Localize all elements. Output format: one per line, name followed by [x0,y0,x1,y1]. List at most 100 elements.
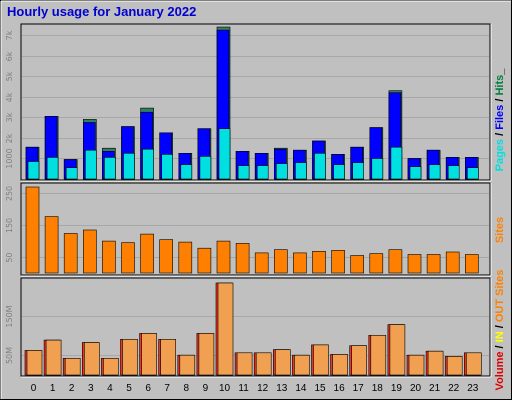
xtick-label: 8 [184,383,190,394]
yticks-volume: 50M 150M [5,305,14,364]
bar-out [103,357,119,376]
bar-out [370,334,387,376]
xtick-label: 13 [276,383,288,394]
bar-out [351,345,368,376]
xtick-label: 16 [334,383,346,394]
xtick-label: 4 [107,383,113,394]
panel-volume: 50M 150M [5,277,492,378]
bar-pages [161,154,173,180]
bar-sites [102,240,116,274]
bar-out [26,350,43,376]
bar-out [294,354,310,376]
bar-sites [293,252,307,274]
bar-sites [63,233,78,274]
bar-out [236,352,253,376]
chart-title: Hourly usage for January 2022 [7,4,196,19]
bar-sites [464,254,479,274]
legend-entry: Sites [494,270,506,296]
bar-out [313,344,329,376]
bar-out [198,333,215,376]
bar-pages [142,148,154,180]
ytick-label: 2k [5,133,14,143]
bar-pages [428,164,441,180]
ytick-label: 50 [5,252,14,262]
bar-sites [350,255,365,274]
bar-pages [180,164,193,180]
bar-out [217,282,234,376]
bars-sites [25,186,479,274]
legend-entry: Sites [494,217,506,243]
bar-out [160,338,176,376]
xtick-label: 9 [203,383,209,394]
bar-pages [85,149,97,180]
bar-pages [275,163,288,180]
xtick-label: 19 [391,383,403,394]
xtick-label: 22 [448,383,460,394]
bar-sites [25,186,40,274]
bar-out [64,357,81,376]
bar-pages [65,167,78,180]
legend-sites: Sites [494,217,506,243]
bar-pages [390,146,403,180]
legend-requests: Pages / Files / Hits_ [494,68,506,172]
bar-out [389,324,406,376]
bar-pages [466,167,479,180]
bar-out [122,338,138,376]
bar-pages [409,166,422,180]
bar-sites [388,249,403,274]
bar-out [84,342,100,376]
bar-sites [369,253,384,274]
bar-out [45,339,62,376]
bar-sites [235,243,250,274]
legend-entry: / [494,96,506,105]
bar-pages [199,156,212,180]
xtick-label: 18 [372,383,384,394]
bar-out [446,356,463,376]
bar-sites [407,254,422,274]
yticks-requests: 1000 2k 3k 4k 5k 6k 7k [5,30,14,168]
bar-pages [352,162,365,180]
xtick-label: 11 [238,383,249,394]
bar-sites [159,239,173,274]
ytick-label: 4k [5,92,14,102]
bar-sites [445,251,460,274]
legend-volume: Volume / IN / OUT Sites [494,270,506,391]
bar-sites [426,254,441,274]
legend-entry: IN [494,331,506,342]
bar-sites [273,249,288,274]
bar-out [274,349,291,376]
bar-out [408,354,425,376]
panel-requests: 1000 2k 3k 4k 5k 6k 7k [5,23,492,182]
legend-entry: / [494,342,506,351]
xtick-label: 21 [429,383,441,394]
xtick-label: 17 [353,383,365,394]
bar-out [465,352,482,376]
ytick-label: 250 [5,186,14,201]
bar-sites [254,252,269,274]
ytick-label: 6k [5,51,14,61]
bar-pages [314,153,326,180]
ytick-label: 150M [5,305,14,327]
xtick-label: 10 [219,383,231,394]
bar-pages [371,158,384,180]
bar-out [179,354,196,376]
legend-entry: Files [494,105,506,130]
legend-entry: _ [494,68,506,76]
bar-out [427,350,444,376]
ytick-label: 7k [5,30,14,40]
legend-entry: Pages [494,139,506,171]
bars-volume [24,282,482,376]
ytick-label: 5k [5,71,14,81]
xtick-label: 5 [126,383,132,394]
xtick-label: 14 [295,383,307,394]
xtick-label: 20 [410,383,422,394]
bar-pages [237,165,250,180]
bar-sites [121,242,135,274]
bar-pages [447,165,460,180]
xtick-label: 23 [467,383,479,394]
xtick-label: 0 [31,383,37,394]
bar-sites [83,229,97,274]
bar-sites [331,250,345,274]
